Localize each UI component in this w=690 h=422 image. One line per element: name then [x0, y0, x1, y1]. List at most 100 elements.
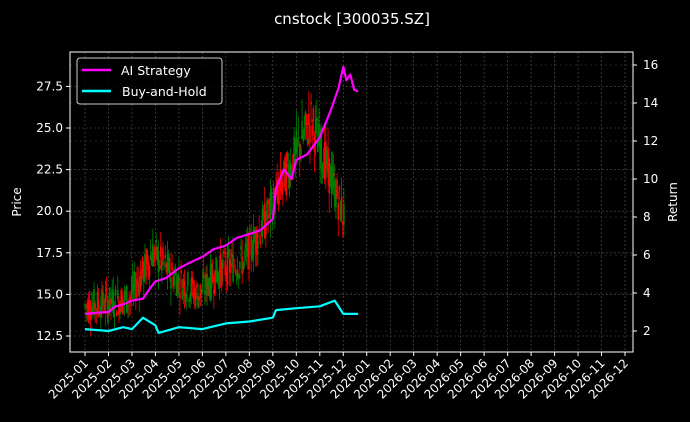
- candle-body: [179, 292, 181, 299]
- candle-body: [161, 259, 163, 271]
- candle-body: [206, 274, 208, 296]
- candle-body: [292, 154, 294, 176]
- candle-body: [329, 165, 332, 188]
- candle-body: [132, 284, 135, 292]
- candle-body: [142, 265, 145, 282]
- candle-body: [170, 277, 172, 289]
- candle-body: [205, 273, 207, 289]
- candle-body: [86, 302, 89, 309]
- y-tick-label-right: 12: [643, 134, 658, 148]
- candle-body: [278, 181, 281, 189]
- candle-body: [189, 294, 191, 302]
- candle-body: [240, 245, 242, 250]
- candle-body: [107, 305, 110, 312]
- candle-body: [334, 179, 336, 207]
- candle-body: [106, 300, 109, 319]
- candle-body: [227, 249, 230, 255]
- candle-body: [126, 285, 128, 313]
- candle-body: [133, 272, 136, 288]
- candle-body: [330, 168, 333, 194]
- candle-body: [266, 200, 268, 220]
- y-tick-label-left: 27.5: [36, 79, 63, 93]
- candle-body: [199, 284, 202, 298]
- candle-body: [277, 189, 280, 206]
- candle-body: [204, 290, 206, 294]
- candle-body: [231, 253, 233, 257]
- y-tick-label-left: 15.0: [36, 287, 63, 301]
- candle-body: [94, 303, 96, 311]
- candle-body: [324, 141, 327, 169]
- candle-body: [164, 254, 167, 258]
- candle-body: [180, 269, 182, 274]
- candle-body: [190, 278, 193, 296]
- candle-body: [288, 176, 291, 187]
- candle-body: [165, 263, 168, 272]
- candle-body: [284, 156, 286, 191]
- candle-body: [339, 202, 342, 221]
- candle-body: [130, 290, 133, 296]
- candle-body: [131, 277, 134, 295]
- candle-body: [207, 278, 210, 289]
- candle-body: [127, 304, 129, 309]
- candle-body: [95, 309, 98, 311]
- y-tick-label-right: 4: [643, 286, 651, 300]
- candle-body: [297, 137, 300, 140]
- candle-body: [322, 163, 325, 178]
- candle-body: [228, 258, 231, 272]
- candle-body: [98, 312, 101, 316]
- candle-body: [302, 135, 304, 141]
- legend-box: [76, 57, 223, 105]
- candle-body: [168, 257, 171, 277]
- candle-body: [116, 289, 119, 300]
- candle-body: [335, 189, 337, 208]
- candle-body: [208, 286, 211, 296]
- candle-body: [242, 261, 245, 271]
- candle-body: [122, 299, 125, 303]
- candle-body: [252, 229, 255, 257]
- candle-body: [187, 271, 189, 286]
- candle-body: [118, 300, 120, 315]
- candle-body: [87, 300, 90, 320]
- y-tick-label-left: 25.0: [36, 121, 63, 135]
- candle-body: [298, 143, 301, 158]
- series-line-buy-and-hold: [84, 299, 359, 334]
- candle-body: [251, 255, 254, 260]
- candle-body: [262, 209, 265, 218]
- candle-body: [218, 268, 221, 288]
- candle-body: [343, 204, 345, 226]
- candle-body: [318, 123, 320, 145]
- candle-body: [166, 254, 169, 274]
- candle-body: [272, 187, 275, 200]
- candle-body: [315, 118, 318, 121]
- candle-body: [301, 121, 303, 140]
- candle-body: [172, 276, 174, 288]
- candle-body: [115, 311, 118, 316]
- candle-body: [285, 162, 288, 195]
- candle-body: [261, 208, 264, 237]
- candle-body: [243, 253, 246, 255]
- candle-body: [147, 262, 150, 271]
- candle-body: [196, 284, 198, 288]
- y-tick-label-right: 14: [643, 96, 658, 110]
- candle-body: [102, 292, 104, 306]
- candle-body: [154, 246, 156, 256]
- y-tick-label-right: 10: [643, 172, 658, 186]
- candle-body: [246, 239, 249, 257]
- candle-body: [256, 229, 258, 256]
- y-tick-label-left: 12.5: [36, 329, 63, 343]
- candle-body: [167, 257, 170, 273]
- candle-body: [317, 139, 319, 152]
- candle-body: [150, 258, 153, 266]
- series-line-ai-strategy: [84, 65, 359, 315]
- candle-body: [223, 251, 225, 255]
- candle-body: [178, 274, 180, 283]
- candle-body: [274, 207, 276, 215]
- candle-body: [217, 272, 220, 281]
- candle-body: [138, 284, 141, 296]
- candle-body: [254, 229, 257, 252]
- candle-body: [241, 256, 243, 275]
- candle-body: [88, 299, 91, 317]
- candle-body: [101, 288, 103, 310]
- candle-body: [303, 127, 306, 136]
